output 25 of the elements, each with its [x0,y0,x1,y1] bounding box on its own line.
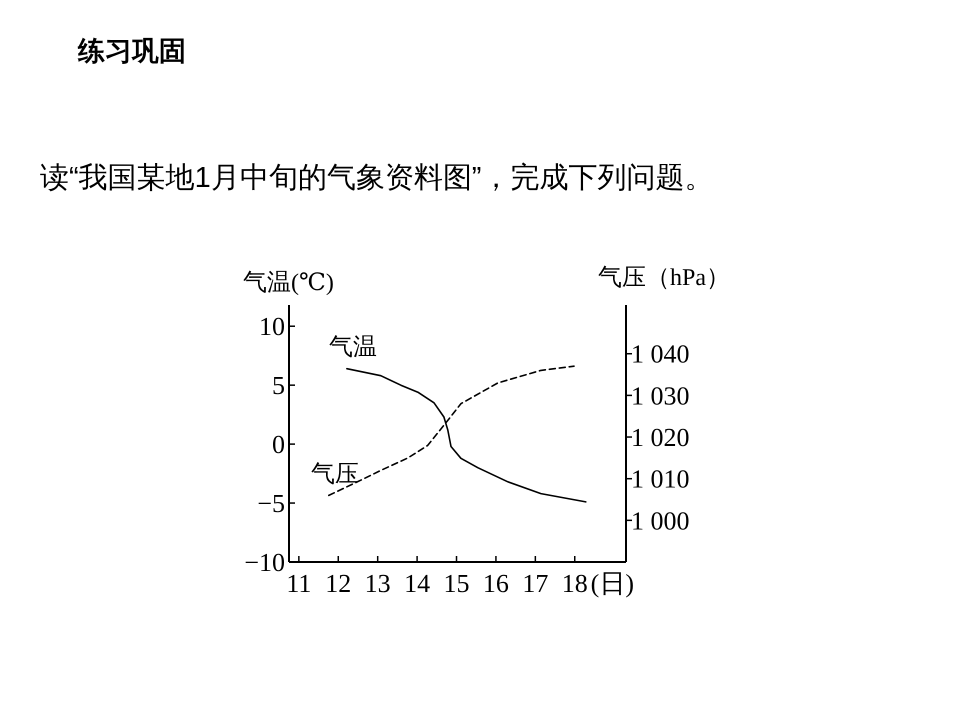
x-tick-label: 18 [562,569,588,598]
y-tick-label: −5 [257,489,285,518]
y-tick-label: 10 [259,312,285,342]
x-tick-label: 14 [404,569,430,598]
x-tick-label: 11 [286,569,312,598]
x-tick-label: 15 [444,569,470,598]
x-tick-label: 16 [482,569,509,598]
chart-subtitle: 读“我国某地1月中旬的气象资料图”，完成下列问题。 [40,162,714,194]
y-axis-title: 气温(℃) [243,270,334,296]
y2-tick-label: 1 040 [631,340,690,369]
chart-title: 练习巩固 [77,36,186,66]
series-label: 气温 [328,334,377,361]
y2-tick-label: 1 020 [631,423,690,452]
y-tick-label: 0 [272,430,285,460]
x-tick-label: 12 [325,569,352,598]
x-axis-title: (日) [590,569,634,598]
y-tick-label: −10 [244,548,285,577]
series-label: 气压 [310,461,359,488]
x-tick-label: 13 [364,569,391,598]
y-tick-label: 5 [272,371,285,400]
y2-axis-title: 气压（hPa） [598,265,730,291]
y2-tick-label: 1 000 [631,506,690,536]
y2-tick-label: 1 010 [631,464,690,494]
x-tick-label: 17 [522,569,548,598]
y2-tick-label: 1 030 [631,381,690,410]
